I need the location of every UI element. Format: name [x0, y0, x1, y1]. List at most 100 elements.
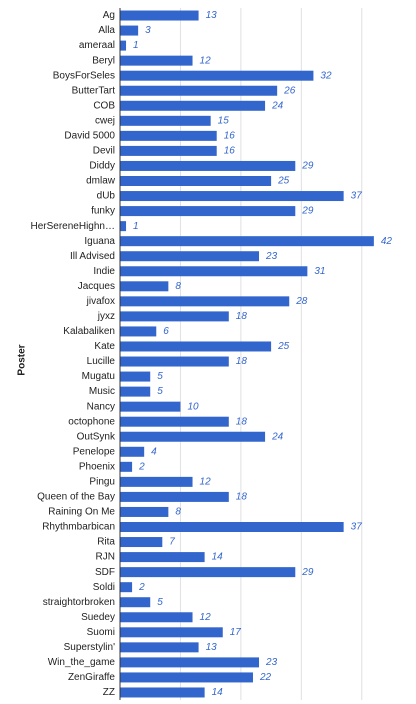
bar	[120, 311, 229, 322]
y-tick-label: COB	[93, 100, 115, 111]
value-label: 29	[301, 567, 314, 578]
value-label: 2	[138, 582, 145, 593]
bar	[120, 145, 217, 156]
value-label: 37	[351, 191, 363, 202]
y-tick-label: Superstylin'	[64, 642, 115, 653]
value-label: 18	[236, 416, 248, 427]
bar	[120, 341, 272, 352]
value-label: 25	[277, 341, 290, 352]
value-label: 23	[265, 657, 278, 668]
value-label: 22	[259, 672, 272, 683]
bar	[120, 552, 205, 563]
bar	[120, 491, 229, 502]
y-tick-label: ZZ	[103, 687, 115, 698]
bar	[120, 506, 169, 517]
y-tick-label: Alla	[98, 25, 115, 36]
y-tick-label: Lucille	[87, 356, 116, 367]
bar	[120, 356, 229, 367]
bar	[120, 160, 296, 171]
value-label: 14	[212, 687, 224, 698]
value-label: 5	[157, 597, 163, 608]
bar	[120, 55, 193, 66]
value-label: 7	[169, 537, 175, 548]
y-tick-label: straightorbroken	[43, 597, 115, 608]
value-label: 15	[218, 115, 230, 126]
bar	[120, 672, 253, 683]
y-tick-label: Rhythmbarbican	[42, 522, 115, 533]
y-tick-label: BoysForSeles	[53, 70, 115, 81]
y-tick-label: ZenGiraffe	[68, 672, 115, 683]
y-tick-label: Kate	[94, 341, 115, 352]
y-tick-label: dmlaw	[86, 176, 116, 187]
y-tick-label: Indie	[93, 266, 115, 277]
value-label: 24	[271, 100, 284, 111]
value-label: 32	[320, 70, 332, 81]
bar	[120, 130, 217, 141]
bar	[120, 582, 133, 593]
value-label: 3	[145, 25, 151, 36]
bar	[120, 522, 344, 532]
value-label: 8	[175, 507, 181, 518]
y-tick-label: Devil	[93, 146, 115, 157]
bar	[120, 461, 133, 472]
value-label: 25	[277, 176, 290, 187]
bar	[120, 386, 151, 397]
bar	[120, 416, 229, 427]
y-tick-label: Music	[89, 386, 115, 397]
y-tick-label: Soldi	[93, 582, 115, 593]
y-axis-label: Poster	[17, 344, 28, 375]
value-label: 8	[175, 281, 181, 292]
bar	[120, 10, 199, 21]
y-tick-label: Kalabaliken	[63, 326, 115, 337]
value-label: 31	[314, 266, 325, 277]
value-label: 29	[301, 206, 314, 217]
value-label: 29	[301, 161, 314, 172]
value-label: 17	[230, 627, 242, 638]
bar	[120, 371, 151, 382]
y-tick-label: Beryl	[92, 55, 115, 66]
bar	[120, 627, 223, 638]
value-label: 5	[157, 386, 163, 397]
y-tick-label: Raining On Me	[48, 507, 115, 518]
bar	[120, 100, 266, 111]
value-label: 13	[206, 642, 218, 653]
value-label: 18	[236, 492, 248, 503]
y-tick-label: ameraal	[79, 40, 115, 51]
y-tick-label: OutSynk	[77, 431, 116, 442]
y-tick-label: Rita	[97, 537, 115, 548]
bar	[120, 221, 127, 232]
y-tick-label: octophone	[68, 416, 115, 427]
y-tick-label: HerSereneHighn…	[31, 221, 116, 232]
y-tick-label: ButterTart	[72, 85, 116, 96]
value-label: 12	[200, 477, 212, 488]
y-tick-label: RJN	[96, 552, 115, 563]
bar	[120, 401, 181, 412]
y-tick-label: Suomi	[87, 627, 115, 638]
value-label: 16	[224, 131, 236, 142]
value-label: 12	[200, 55, 212, 66]
y-tick-label: Jacques	[78, 281, 115, 292]
bar	[120, 687, 205, 698]
y-tick-label: Phoenix	[79, 461, 115, 472]
bar	[120, 657, 260, 668]
value-label: 18	[236, 311, 248, 322]
bar	[120, 115, 211, 126]
y-tick-label: Ill Advised	[70, 251, 115, 262]
y-tick-label: David 5000	[64, 131, 115, 142]
bar	[120, 85, 278, 96]
value-label: 1	[133, 221, 139, 232]
value-label: 18	[236, 356, 248, 367]
bar	[120, 446, 145, 457]
y-tick-label: Queen of the Bay	[37, 492, 115, 503]
value-label: 14	[212, 552, 224, 563]
y-tick-label: Win_the_game	[48, 657, 116, 668]
bar	[120, 537, 163, 548]
y-tick-label: Diddy	[89, 161, 115, 172]
bar	[120, 236, 374, 247]
value-label: 2	[138, 461, 145, 472]
bar	[120, 176, 272, 186]
bar	[120, 70, 314, 81]
value-label: 4	[151, 446, 157, 457]
value-label: 16	[224, 146, 236, 157]
